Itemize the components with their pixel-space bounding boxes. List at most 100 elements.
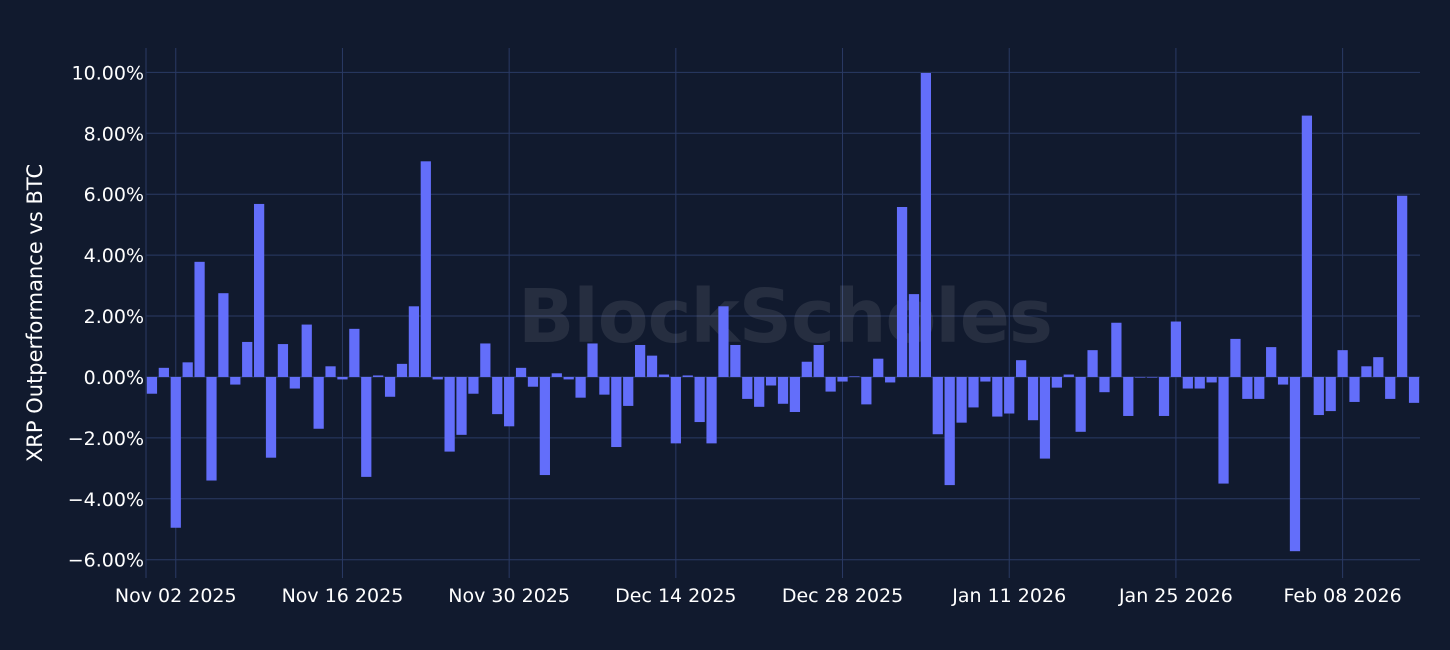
bar[interactable]	[1063, 374, 1074, 377]
bar[interactable]	[158, 367, 169, 377]
bar[interactable]	[1349, 376, 1360, 402]
bar[interactable]	[1325, 376, 1336, 412]
bar[interactable]	[908, 294, 920, 377]
bar[interactable]	[896, 207, 908, 377]
bar[interactable]	[956, 376, 967, 423]
bar[interactable]	[837, 376, 848, 382]
bar[interactable]	[277, 344, 289, 377]
bar[interactable]	[432, 376, 443, 380]
bar[interactable]	[920, 72, 931, 377]
bar[interactable]	[1087, 350, 1098, 377]
bar[interactable]	[1051, 376, 1062, 388]
bar[interactable]	[456, 376, 467, 435]
bar[interactable]	[718, 306, 729, 377]
bar[interactable]	[420, 161, 431, 377]
bar[interactable]	[587, 343, 598, 377]
bar[interactable]	[635, 344, 646, 377]
bar[interactable]	[242, 341, 253, 377]
bar[interactable]	[480, 343, 491, 377]
bar[interactable]	[1266, 347, 1277, 377]
bar[interactable]	[1016, 360, 1027, 377]
bar[interactable]	[289, 376, 300, 389]
bar[interactable]	[170, 376, 181, 528]
bar[interactable]	[658, 374, 670, 377]
bar[interactable]	[1146, 376, 1158, 378]
bar[interactable]	[932, 376, 943, 435]
bar[interactable]	[373, 375, 384, 377]
bar[interactable]	[527, 376, 539, 387]
bar[interactable]	[670, 376, 681, 444]
bar[interactable]	[611, 376, 622, 448]
bar[interactable]	[230, 376, 241, 385]
bar[interactable]	[1230, 338, 1241, 377]
bar[interactable]	[706, 376, 717, 444]
bar[interactable]	[1158, 376, 1170, 416]
bar[interactable]	[1408, 376, 1420, 403]
bar[interactable]	[885, 376, 896, 383]
bar[interactable]	[1254, 376, 1265, 399]
bar[interactable]	[1218, 376, 1229, 484]
bar[interactable]	[968, 376, 979, 408]
bar[interactable]	[765, 376, 777, 386]
bar[interactable]	[1039, 376, 1051, 459]
bar[interactable]	[313, 376, 324, 429]
bar[interactable]	[1099, 376, 1110, 393]
bar[interactable]	[1111, 322, 1122, 377]
bar[interactable]	[1385, 376, 1396, 399]
bar[interactable]	[825, 376, 836, 392]
bar[interactable]	[1004, 376, 1015, 414]
bar[interactable]	[1194, 376, 1205, 389]
bar[interactable]	[182, 362, 193, 377]
bar[interactable]	[515, 367, 527, 377]
bar[interactable]	[1242, 376, 1253, 399]
bar[interactable]	[742, 376, 753, 399]
bar[interactable]	[563, 376, 574, 380]
bar[interactable]	[206, 376, 217, 481]
bar[interactable]	[384, 376, 396, 397]
bar[interactable]	[1075, 376, 1086, 432]
bar[interactable]	[1361, 366, 1372, 377]
bar[interactable]	[730, 344, 741, 377]
bar[interactable]	[349, 328, 360, 377]
bar[interactable]	[504, 376, 515, 427]
bar[interactable]	[789, 376, 801, 412]
bar[interactable]	[1182, 376, 1193, 389]
bar[interactable]	[396, 363, 408, 377]
bar[interactable]	[218, 293, 229, 377]
bar[interactable]	[599, 376, 610, 395]
bar[interactable]	[492, 376, 503, 415]
bar[interactable]	[1206, 376, 1217, 383]
bar[interactable]	[1397, 195, 1408, 377]
bar[interactable]	[146, 376, 158, 394]
bar[interactable]	[801, 361, 812, 377]
bar[interactable]	[646, 355, 658, 377]
bar[interactable]	[1289, 376, 1301, 552]
bar[interactable]	[861, 376, 872, 405]
bar[interactable]	[694, 376, 705, 423]
bar[interactable]	[813, 344, 824, 377]
bar[interactable]	[337, 376, 348, 380]
bar[interactable]	[1373, 357, 1384, 377]
bar[interactable]	[1123, 376, 1134, 416]
bar[interactable]	[265, 376, 277, 458]
bar[interactable]	[361, 376, 372, 477]
bar[interactable]	[194, 261, 205, 377]
bar[interactable]	[944, 376, 955, 486]
bar[interactable]	[992, 376, 1003, 417]
bar[interactable]	[301, 324, 312, 377]
bar[interactable]	[575, 376, 586, 398]
bar[interactable]	[444, 376, 455, 452]
bar[interactable]	[754, 376, 765, 407]
bar[interactable]	[623, 376, 634, 406]
bar[interactable]	[539, 376, 550, 476]
bar[interactable]	[1337, 350, 1348, 377]
bar[interactable]	[980, 376, 991, 382]
bar[interactable]	[1027, 376, 1039, 421]
bar[interactable]	[1170, 321, 1182, 377]
bar[interactable]	[849, 376, 860, 377]
bar[interactable]	[873, 358, 884, 377]
bar[interactable]	[325, 366, 336, 377]
bar[interactable]	[777, 376, 789, 404]
bar[interactable]	[682, 375, 693, 377]
bar[interactable]	[1313, 376, 1324, 416]
